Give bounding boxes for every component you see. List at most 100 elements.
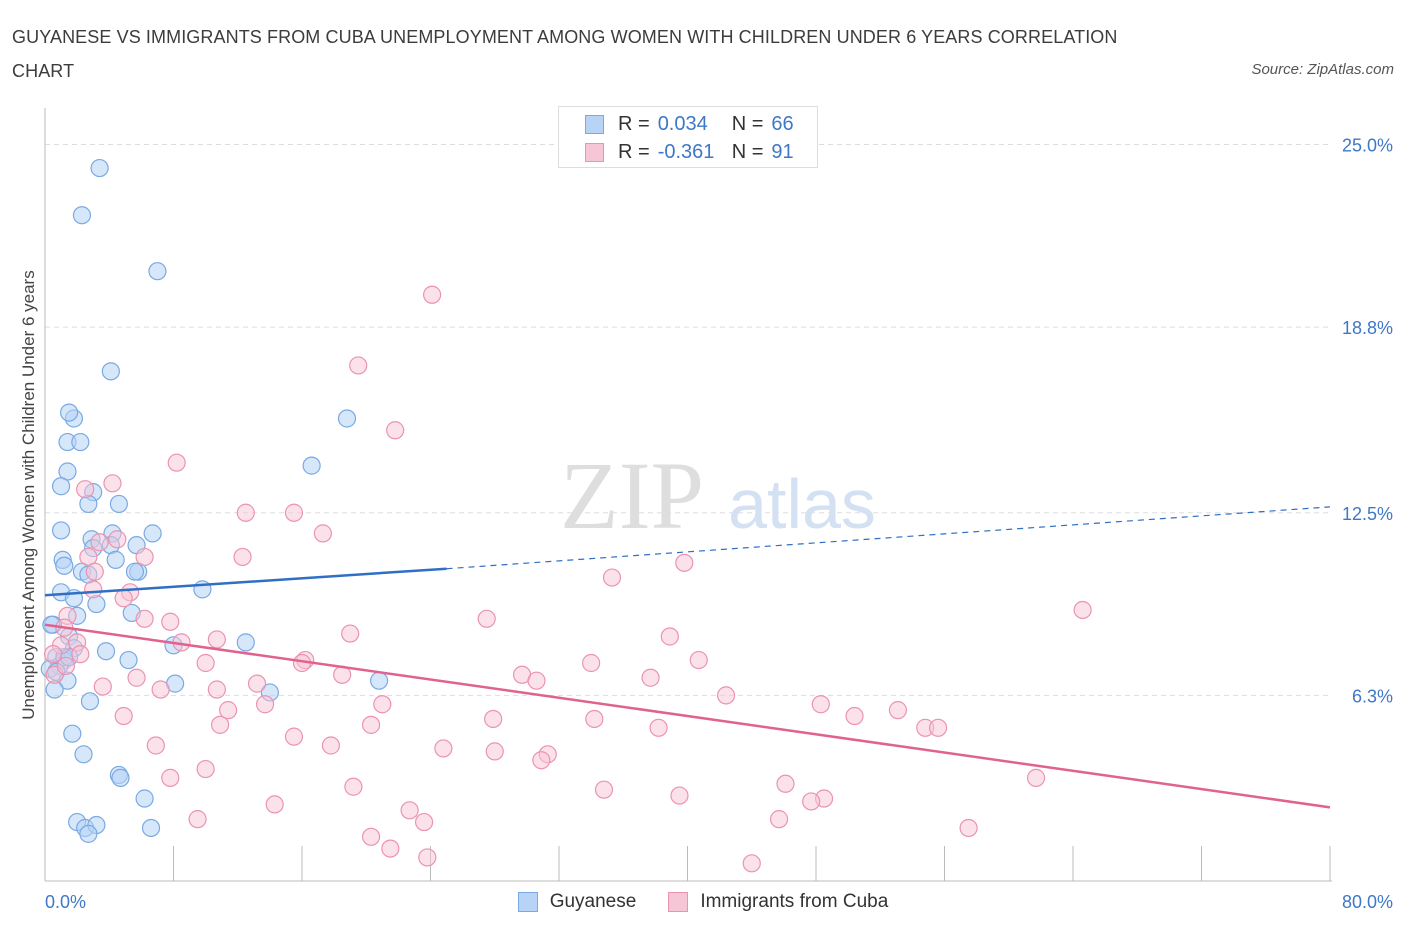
data-point-guyanese — [101, 362, 120, 381]
x-tick-label: 0.0% — [45, 892, 86, 912]
data-point-cuba — [1026, 768, 1046, 787]
data-point-cuba — [90, 533, 109, 552]
chart-title: GUYANESE VS IMMIGRANTS FROM CUBA UNEMPLO… — [12, 27, 1118, 81]
series-legend: Guyanese Immigrants from Cuba — [0, 889, 1406, 915]
data-point-cuba — [236, 503, 255, 522]
data-point-cuba — [196, 653, 215, 673]
data-point-cuba — [582, 653, 601, 673]
data-point-cuba — [85, 562, 104, 581]
watermark: ZIP atlas — [560, 442, 876, 549]
trend-line-guyanese — [44, 567, 447, 597]
guyanese-swatch — [517, 892, 538, 912]
watermark-zip: ZIP — [560, 442, 704, 549]
data-point-cuba — [207, 630, 226, 649]
data-point-guyanese — [119, 650, 138, 670]
data-point-guyanese — [90, 158, 109, 178]
watermark-atlas: atlas — [728, 465, 876, 543]
data-point-guyanese — [87, 594, 106, 614]
data-point-guyanese — [135, 789, 154, 808]
data-point-cuba — [265, 795, 284, 814]
data-point-cuba — [219, 701, 238, 720]
data-point-guyanese — [79, 494, 98, 514]
data-point-cuba — [670, 786, 689, 805]
data-point-cuba — [386, 421, 405, 440]
data-point-cuba — [675, 553, 694, 572]
cuba-swatch — [585, 142, 604, 162]
data-point-guyanese — [337, 409, 357, 428]
data-point-cuba — [532, 751, 551, 770]
data-point-cuba — [423, 285, 442, 304]
data-point-cuba — [527, 671, 546, 690]
data-point-cuba — [649, 718, 668, 737]
data-point-cuba — [641, 668, 660, 687]
data-point-cuba — [742, 854, 761, 873]
data-point-cuba — [477, 609, 496, 628]
data-point-cuba — [56, 656, 75, 676]
data-point-guyanese — [59, 403, 79, 422]
data-point-guyanese — [51, 521, 71, 540]
data-point-cuba — [660, 627, 679, 646]
data-point-guyanese — [106, 550, 125, 569]
data-point-cuba — [108, 530, 127, 549]
data-point-cuba — [361, 715, 381, 734]
r-label: R = — [618, 140, 650, 163]
legend-label-cuba: Immigrants from Cuba — [700, 891, 889, 912]
grid-lines — [45, 144, 1330, 696]
legend-item-cuba[interactable]: Immigrants from Cuba — [668, 889, 888, 915]
data-point-guyanese — [80, 692, 100, 711]
data-point-cuba — [414, 812, 434, 832]
data-point-cuba — [344, 777, 363, 796]
legend-label-guyanese: Guyanese — [549, 891, 637, 912]
data-point-cuba — [381, 839, 400, 858]
trend-line-guyanese-extension — [446, 506, 1331, 570]
data-point-cuba — [802, 792, 821, 811]
data-point-cuba — [210, 715, 230, 734]
data-point-cuba — [769, 810, 789, 829]
data-point-guyanese — [141, 818, 161, 838]
data-point-guyanese — [96, 642, 116, 661]
data-point-cuba — [247, 674, 267, 693]
data-point-guyanese — [72, 206, 92, 225]
stats-row-cuba: R = -0.361 N = 91 — [585, 140, 794, 164]
guyanese-swatch — [585, 114, 604, 134]
x-tick-label: 80.0% — [1342, 892, 1393, 912]
data-point-cuba — [594, 780, 614, 799]
data-point-cuba — [341, 624, 360, 643]
data-point-guyanese — [370, 671, 389, 690]
data-point-cuba — [284, 503, 304, 522]
data-point-cuba — [776, 774, 795, 793]
data-point-cuba — [167, 453, 186, 472]
data-point-cuba — [811, 695, 830, 714]
data-point-guyanese — [148, 262, 167, 281]
r-value: 0.034 — [657, 112, 708, 135]
data-point-guyanese — [63, 724, 82, 743]
data-point-cuba — [43, 645, 63, 664]
data-point-guyanese — [55, 556, 74, 575]
n-label: N = — [731, 112, 764, 135]
data-point-cuba — [161, 768, 180, 787]
y-tick-label: 18.8% — [1342, 318, 1393, 338]
y-tick-label: 12.5% — [1342, 504, 1393, 524]
data-point-cuba — [1073, 600, 1092, 620]
data-point-cuba — [103, 474, 122, 493]
legend-item-guyanese[interactable]: Guyanese — [517, 889, 637, 915]
r-label: R = — [618, 112, 650, 135]
stats-row-guyanese: R = 0.034 N = 66 — [585, 112, 794, 136]
data-point-cuba — [188, 810, 207, 829]
data-point-cuba — [716, 686, 736, 705]
data-point-cuba — [313, 524, 332, 543]
data-point-cuba — [71, 645, 90, 664]
data-point-guyanese — [71, 432, 90, 452]
trend-line-cuba — [44, 623, 1331, 809]
data-point-cuba — [93, 677, 112, 696]
data-point-cuba — [845, 706, 864, 726]
trend-lines — [44, 506, 1331, 809]
data-point-cuba — [135, 547, 154, 567]
data-point-cuba — [135, 609, 154, 628]
y-tick-label: 6.3% — [1352, 686, 1393, 706]
data-point-cuba — [400, 801, 419, 820]
data-point-cuba — [349, 356, 368, 375]
data-point-cuba — [196, 759, 215, 779]
data-point-cuba — [114, 589, 133, 608]
tick-labels: 6.3% 12.5% 18.8% 25.0% 0.0% 80.0% — [45, 136, 1393, 912]
